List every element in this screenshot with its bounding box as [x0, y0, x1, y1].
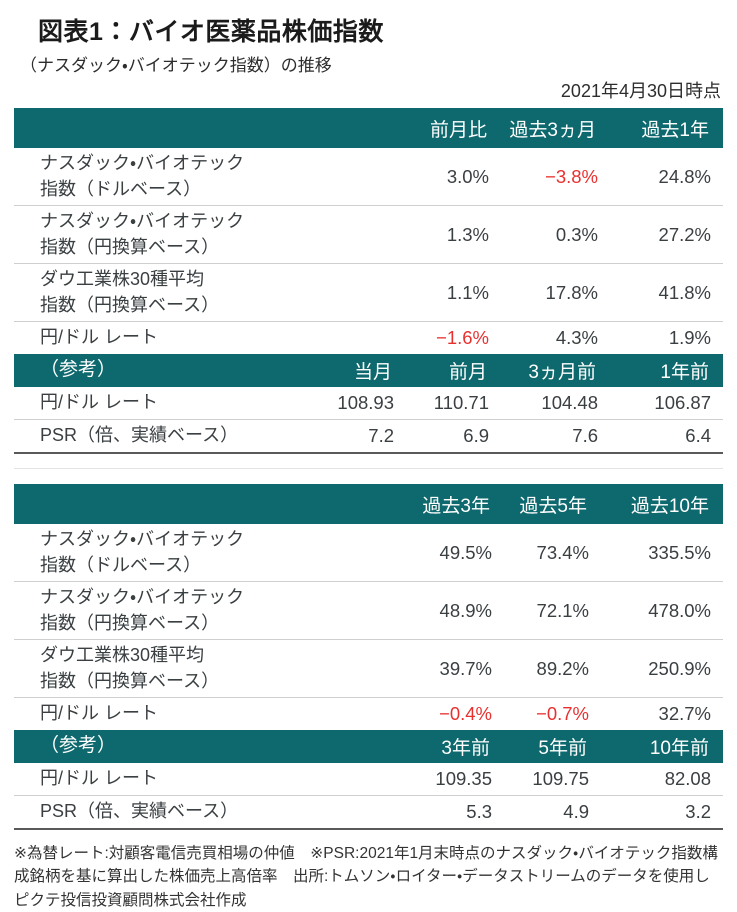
cell-value: 106.87 [654, 392, 711, 413]
figure-subtitle: （ナスダック・バイオテック指数）の推移 [20, 56, 332, 75]
row-label: 円/ドル レート [14, 321, 330, 354]
row-label: ナスダック・バイオテック 指数（ドルベース） [40, 529, 245, 575]
row-label: ナスダック・バイオテック 指数（円換算ベース） [14, 581, 390, 640]
table-row: 円/ドル レート −0.4% −0.7% 32.7% [14, 697, 723, 730]
table-row: ダウ工業株30種平均 指数（円換算ベース） 39.7% 89.2% 250.9% [14, 639, 723, 698]
cell-value: 110.71 [433, 392, 489, 413]
cell-value: 17.8% [501, 263, 610, 322]
cell-value: 過去3年 [390, 484, 504, 524]
row-label: ダウ工業株30種平均 指数（円換算ベース） [14, 263, 330, 322]
cell-value: 108.93 [337, 392, 394, 413]
cell-value: 49.5% [439, 541, 492, 563]
cell-value: 当月 [330, 354, 406, 387]
cell-value: 32.7% [601, 697, 723, 730]
cell-value: 1年前 [610, 354, 723, 387]
cell-value: 109.35 [435, 768, 492, 789]
cell-value: 89.2% [504, 639, 601, 698]
row-label: 円/ドル レート [40, 768, 159, 789]
cell-value: 41.8% [610, 263, 723, 322]
cell-value: 3ヵ月前 [501, 354, 610, 387]
cell-value: 4.3% [501, 321, 610, 354]
cell-value: −1.6% [406, 321, 501, 354]
row-label: ナスダック・バイオテック 指数（ドルベース） [40, 153, 245, 199]
cell-value: 3年前 [390, 730, 504, 763]
table-row: ナスダック・バイオテック 指数（ドルベース） 3.0% −3.8% 24.8% [14, 148, 723, 206]
cell-value: 7.2 [330, 419, 406, 454]
cell-value: 39.7% [390, 639, 504, 698]
cell-value: 4.9 [504, 795, 601, 830]
row-label: PSR（倍、実績ベース） [14, 795, 390, 830]
cell-value: 335.5% [648, 541, 711, 563]
cell-value: 過去5年 [504, 484, 601, 524]
cell-value: 0.3% [501, 205, 610, 264]
cell-value: −3.8% [545, 165, 598, 187]
cell-value: −0.7% [504, 697, 601, 730]
cell-value: −0.4% [390, 697, 504, 730]
cell-value: 1.1% [406, 263, 501, 322]
cell-value [330, 108, 406, 148]
cell-value: 82.08 [664, 768, 711, 789]
table-header-row: 前月比 過去3ヵ月 過去1年 [14, 108, 723, 148]
performance-table-long-term: 過去3年 過去5年 過去10年ナスダック・バイオテック 指数（ドルベース） 49.5%… [14, 484, 723, 830]
table-row: ナスダック・バイオテック 指数（円換算ベース） 48.9% 72.1% 478.0% [14, 581, 723, 640]
cell-value [330, 263, 406, 322]
row-label [14, 484, 390, 524]
table-row: 円/ドル レート 109.35 109.75 82.08 [14, 763, 723, 796]
table-row: PSR（倍、実績ベース） 7.2 6.9 7.6 6.4 [14, 419, 723, 454]
figure-title: 図表1：バイオ医薬品株価指数 [38, 18, 384, 46]
cell-value: 24.8% [658, 165, 711, 187]
row-label: （参考） [14, 730, 390, 763]
cell-value: 250.9% [601, 639, 723, 698]
table-header-row: （参考） 3年前 5年前 10年前 [14, 730, 723, 763]
cell-value: 5.3 [390, 795, 504, 830]
cell-value: 72.1% [504, 581, 601, 640]
cell-value: 6.4 [610, 419, 723, 454]
cell-value [330, 148, 406, 206]
cell-value [330, 205, 406, 264]
table-row: PSR（倍、実績ベース） 5.3 4.9 3.2 [14, 795, 723, 830]
cell-value: 73.4% [536, 541, 589, 563]
footnote: ※為替レート:対顧客電信売買相場の仲値 ※PSR:2021年1月末時点のナスダッ… [14, 845, 718, 909]
table-row: ナスダック・バイオテック 指数（ドルベース） 49.5% 73.4% 335.5% [14, 524, 723, 582]
row-label: 円/ドル レート [14, 697, 390, 730]
cell-value: 5年前 [504, 730, 601, 763]
cell-value: 1.3% [406, 205, 501, 264]
table-row: ダウ工業株30種平均 指数（円換算ベース） 1.1% 17.8% 41.8% [14, 263, 723, 322]
cell-value: 3.0% [446, 165, 489, 187]
cell-value: 前月比 [406, 108, 501, 148]
table-row: 円/ドル レート −1.6% 4.3% 1.9% [14, 321, 723, 354]
performance-table-short-term: 前月比 過去3ヵ月 過去1年ナスダック・バイオテック 指数（ドルベース） 3.0% −3… [14, 108, 723, 454]
cell-value: 過去3ヵ月 [501, 108, 610, 148]
row-label: 円/ドル レート [40, 392, 159, 413]
cell-value: 109.75 [532, 768, 589, 789]
cell-value: 前月 [406, 354, 501, 387]
cell-value: 1.9% [610, 321, 723, 354]
row-label [14, 108, 330, 148]
cell-value: 6.9 [406, 419, 501, 454]
cell-value: 過去1年 [610, 108, 723, 148]
cell-value: 10年前 [601, 730, 723, 763]
section-divider [14, 468, 723, 469]
row-label: ナスダック・バイオテック 指数（円換算ベース） [14, 205, 330, 264]
table-header-row: 過去3年 過去5年 過去10年 [14, 484, 723, 524]
cell-value: 48.9% [390, 581, 504, 640]
cell-value: 過去10年 [601, 484, 723, 524]
table-header-row: （参考） 当月 前月 3ヵ月前 1年前 [14, 354, 723, 387]
row-label: PSR（倍、実績ベース） [14, 419, 330, 454]
cell-value: 3.2 [601, 795, 723, 830]
cell-value: 7.6 [501, 419, 610, 454]
row-label: （参考） [14, 354, 330, 387]
row-label: ダウ工業株30種平均 指数（円換算ベース） [14, 639, 390, 698]
as-of-date: 2021年4月30日時点 [560, 81, 721, 101]
cell-value: 27.2% [610, 205, 723, 264]
cell-value: 478.0% [601, 581, 723, 640]
cell-value: 104.48 [541, 392, 598, 413]
table-row: 円/ドル レート 108.93 110.71 104.48 106.87 [14, 387, 723, 420]
table-row: ナスダック・バイオテック 指数（円換算ベース） 1.3% 0.3% 27.2% [14, 205, 723, 264]
cell-value [330, 321, 406, 354]
